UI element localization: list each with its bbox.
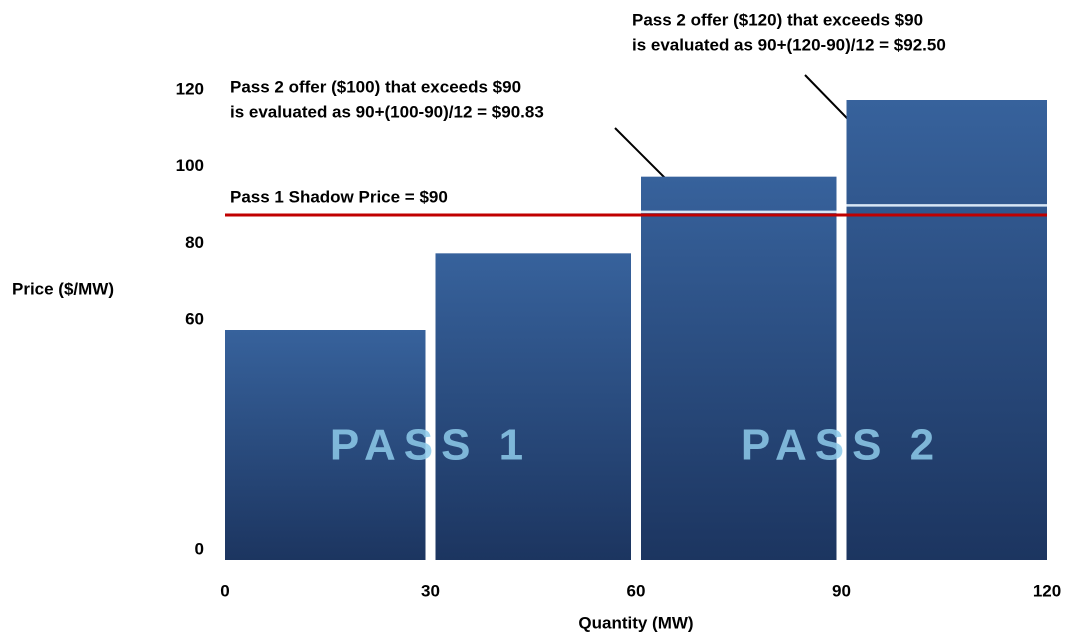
bar (435, 253, 631, 561)
x-tick-label: 60 (627, 581, 646, 600)
x-tick-label: 30 (421, 581, 440, 600)
x-tick-label: 90 (832, 581, 851, 600)
y-tick-label: 60 (185, 309, 204, 328)
region-label: PASS 1 (330, 421, 531, 470)
bar (225, 330, 426, 560)
y-axis-label: Price ($/MW) (12, 279, 114, 298)
bar (846, 100, 1047, 560)
y-tick-label: 0 (195, 539, 204, 558)
y-tick-label: 100 (176, 156, 204, 175)
y-tick-label: 120 (176, 79, 204, 98)
bar (641, 176, 837, 560)
y-tick-label: 80 (185, 233, 204, 252)
x-tick-label: 120 (1033, 581, 1061, 600)
annotation: is evaluated as 90+(100-90)/12 = $90.83 (230, 102, 544, 121)
x-tick-label: 0 (220, 581, 229, 600)
annotation: is evaluated as 90+(120-90)/12 = $92.50 (632, 35, 946, 54)
shadow-price-label: Pass 1 Shadow Price = $90 (230, 187, 448, 206)
annotation: Pass 2 offer ($120) that exceeds $90 (632, 10, 923, 29)
region-label: PASS 2 (741, 421, 942, 470)
x-axis-label: Quantity (MW) (578, 613, 693, 632)
annotation: Pass 2 offer ($100) that exceeds $90 (230, 77, 521, 96)
